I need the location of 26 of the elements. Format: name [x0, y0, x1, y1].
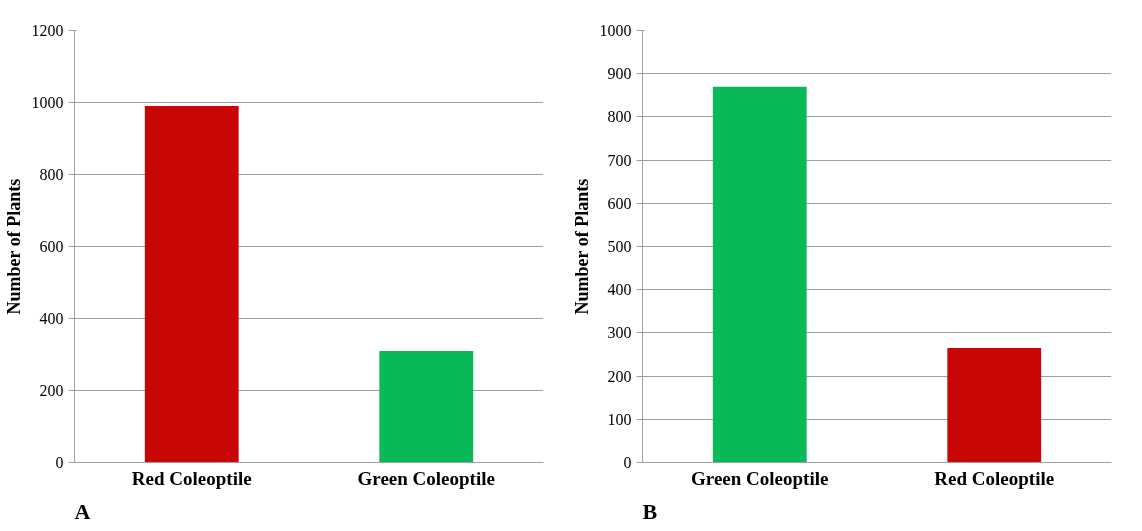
y-tick-label: 900 — [607, 65, 632, 83]
text: A — [74, 498, 91, 524]
x-tick-label: Green Coleoptile — [691, 467, 829, 489]
y-axis-title: Number of Plants — [3, 178, 24, 315]
y-tick-label: 200 — [607, 367, 632, 385]
y-tick-label: 600 — [39, 238, 64, 255]
y-tick-label: 0 — [55, 454, 64, 471]
y-tick-label: 200 — [39, 382, 64, 399]
y-tick-label: 400 — [39, 310, 64, 327]
y-tick-label: 1200 — [31, 22, 64, 39]
y-tick-label: 300 — [607, 324, 632, 342]
x-tick-label: Green Coleoptile — [357, 467, 495, 489]
y-tick-label: 800 — [607, 108, 632, 126]
y-tick-label: 600 — [607, 194, 632, 212]
y-tick-label: 700 — [607, 151, 632, 169]
y-tick-label: 1000 — [599, 22, 632, 39]
y-tick-label: 100 — [607, 410, 632, 428]
text: B — [642, 498, 658, 524]
y-tick-label: 1000 — [31, 94, 64, 111]
y-tick-label: 400 — [607, 281, 632, 299]
y-axis-title: Number of Plants — [571, 178, 592, 315]
y-tick-label: 0 — [623, 454, 632, 471]
x-tick-label: Red Coleoptile — [934, 467, 1055, 489]
x-tick-label: Red Coleoptile — [131, 467, 252, 489]
y-tick-label: 800 — [39, 166, 64, 183]
y-tick-label: 500 — [607, 238, 632, 255]
